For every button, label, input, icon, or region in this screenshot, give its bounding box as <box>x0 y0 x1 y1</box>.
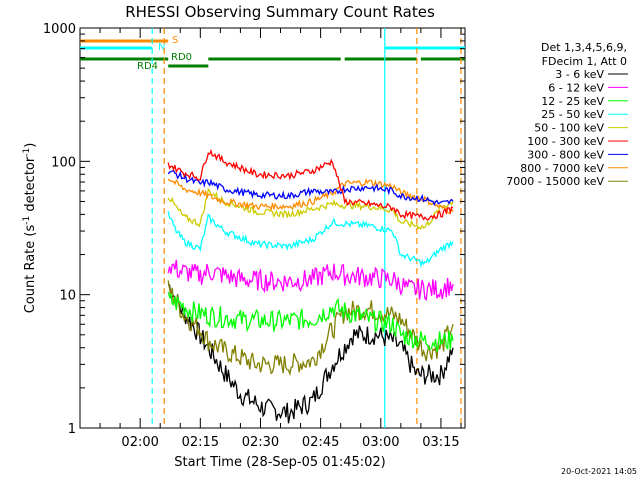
x-tick-label: 03:00 <box>362 435 399 450</box>
series-line <box>167 211 454 269</box>
legend-header-line-2: FDecim 1, Att 0 <box>542 55 627 68</box>
series-line <box>167 280 454 377</box>
legend-entry-label: 800 - 7000 keV <box>520 162 604 175</box>
series-line <box>167 259 454 302</box>
plot-area <box>79 27 466 429</box>
x-tick-label: 02:45 <box>302 435 339 450</box>
timestamp: 20-Oct-2021 14:05 <box>561 467 637 476</box>
series-line <box>167 291 454 352</box>
chart-title: RHESSI Observing Summary Count Rates <box>125 3 435 21</box>
series-line <box>167 169 454 206</box>
y-axis-label: Count Rate (s-1 detector-1) <box>22 143 38 314</box>
flag-label: N <box>158 42 165 53</box>
legend-entry-label: 6 - 12 keV <box>548 81 604 94</box>
y-tick-label: 1 <box>68 422 76 437</box>
legend-entry-label: 3 - 6 keV <box>555 68 604 81</box>
flag-bars: SN RD0 RD4 <box>80 35 465 72</box>
x-tick-label: 03:15 <box>422 435 459 450</box>
flag-label: RD0 <box>171 52 192 63</box>
y-axis: 1 10 100 1000 <box>43 22 465 437</box>
legend-entry-label: 300 - 800 keV <box>527 148 604 161</box>
legend-entry-label: 25 - 50 keV <box>541 108 604 121</box>
series-line <box>167 187 454 231</box>
series-line <box>167 148 454 221</box>
x-axis-label: Start Time (28-Sep-05 01:45:02) <box>174 455 385 470</box>
legend-entry-label: 7000 - 15000 keV <box>506 175 604 188</box>
x-tick-label: 02:00 <box>121 435 158 450</box>
series-line <box>167 177 454 215</box>
legend-entry-label: 12 - 25 keV <box>541 95 604 108</box>
x-tick-label: 02:30 <box>242 435 279 450</box>
x-tick-label: 02:15 <box>182 435 219 450</box>
flag-label: RD4 <box>137 61 158 72</box>
legend-entry-label: 100 - 300 keV <box>527 135 604 148</box>
y-tick-label: 10 <box>59 289 76 304</box>
legend: Det 1,3,4,5,6,9, FDecim 1, Att 0 3 - 6 k… <box>506 41 628 188</box>
series-line <box>167 283 454 424</box>
data-series <box>167 148 454 424</box>
flag-label: S <box>172 35 178 46</box>
plot-frame <box>79 27 466 429</box>
x-axis: 02:00 02:15 02:30 02:45 03:00 03:15 <box>99 28 462 450</box>
legend-entry-label: 50 - 100 keV <box>534 122 604 135</box>
y-tick-label: 1000 <box>43 22 76 37</box>
vertical-markers <box>151 28 462 428</box>
y-tick-label: 100 <box>51 155 76 170</box>
legend-header-line-1: Det 1,3,4,5,6,9, <box>541 41 627 54</box>
